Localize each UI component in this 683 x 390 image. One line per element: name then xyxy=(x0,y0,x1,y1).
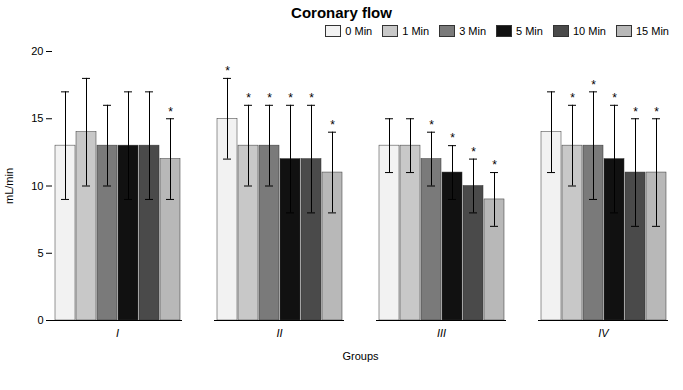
svg-text:*: * xyxy=(168,105,173,119)
svg-text:*: * xyxy=(450,131,455,145)
html-text:1 Min: 1 Min xyxy=(402,25,430,37)
svg-text:5: 5 xyxy=(37,247,43,259)
svg-text:IV: IV xyxy=(598,327,610,339)
svg-text:*: * xyxy=(471,145,476,159)
svg-text:*: * xyxy=(612,91,617,105)
svg-text:*: * xyxy=(654,105,659,119)
svg-text:II: II xyxy=(276,327,282,339)
svg-text:*: * xyxy=(309,91,314,105)
svg-text:III: III xyxy=(437,327,446,339)
svg-text:*: * xyxy=(633,105,638,119)
html-text:10 Min: 10 Min xyxy=(572,25,606,37)
html-text:5 Min: 5 Min xyxy=(516,25,543,37)
html-text:3 Min: 3 Min xyxy=(459,25,486,37)
svg-text:20: 20 xyxy=(31,45,43,57)
svg-text:mL/min: mL/min xyxy=(3,168,15,204)
svg-text:I: I xyxy=(116,327,119,339)
svg-text:*: * xyxy=(492,158,497,172)
svg-text:0: 0 xyxy=(37,314,43,326)
svg-text:Groups: Groups xyxy=(342,350,379,362)
svg-text:*: * xyxy=(591,78,596,92)
html-text:Coronary flow: Coronary flow xyxy=(291,4,392,21)
svg-text:*: * xyxy=(429,118,434,132)
svg-text:*: * xyxy=(330,118,335,132)
svg-text:*: * xyxy=(570,91,575,105)
svg-text:*: * xyxy=(246,91,251,105)
svg-text:15: 15 xyxy=(31,112,43,124)
svg-text:10: 10 xyxy=(31,180,43,192)
svg-text:*: * xyxy=(288,91,293,105)
svg-text:*: * xyxy=(267,91,272,105)
svg-text:*: * xyxy=(225,64,230,78)
html-text:0 Min: 0 Min xyxy=(345,25,373,37)
html-text:15 Min: 15 Min xyxy=(636,25,669,37)
